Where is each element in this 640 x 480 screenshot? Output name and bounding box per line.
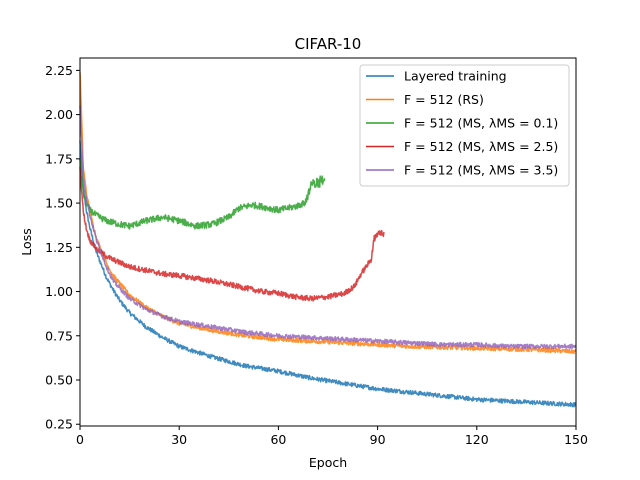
legend-label-2: F = 512 (RS) [404,92,484,107]
chart-title: CIFAR-10 [295,35,362,53]
x-axis-label: Epoch [309,455,347,470]
y-tick-label: 1.25 [45,240,73,255]
series-line-5 [79,105,577,350]
y-axis: 0.25 0.50 0.75 1.00 1.25 1.50 1.75 2.00 2.25 [45,63,80,432]
y-tick-label: 0.25 [45,417,73,432]
y-axis-label: Loss [19,228,34,255]
x-tick-label: 30 [171,432,187,447]
y-tick-label: 1.75 [45,151,73,166]
legend-label-4: F = 512 (MS, λMS = 2.5) [404,139,558,154]
series-line-1 [79,140,577,408]
legend-label-3: F = 512 (MS, λMS = 0.1) [404,116,558,131]
y-tick-label: 2.00 [45,107,73,122]
plot-frame [79,57,577,427]
series-layer [79,72,577,408]
y-tick-label: 2.25 [45,63,73,78]
x-axis: 0 30 60 90 120 150 [76,426,588,447]
x-tick-label: 60 [270,432,286,447]
series-line-3 [79,158,326,230]
legend-label-1: Layered training [404,69,507,84]
x-tick-label: 150 [564,432,588,447]
legend-label-5: F = 512 (MS, λMS = 3.5) [404,163,558,178]
y-tick-label: 0.75 [45,328,73,343]
x-tick-label: 90 [370,432,386,447]
series-line-4 [79,166,385,302]
legend-box [359,64,570,187]
x-tick-label: 0 [76,432,84,447]
y-tick-label: 1.00 [45,284,73,299]
y-tick-label: 1.50 [45,196,73,211]
legend: Layered training F = 512 (RS) F = 512 (MS,… [359,64,570,187]
y-tick-label: 0.50 [45,373,73,388]
x-tick-label: 120 [465,432,489,447]
